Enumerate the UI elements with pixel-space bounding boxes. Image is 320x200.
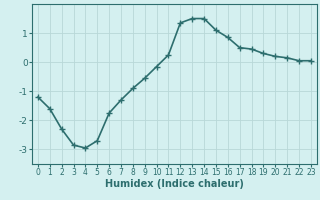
X-axis label: Humidex (Indice chaleur): Humidex (Indice chaleur) bbox=[105, 179, 244, 189]
